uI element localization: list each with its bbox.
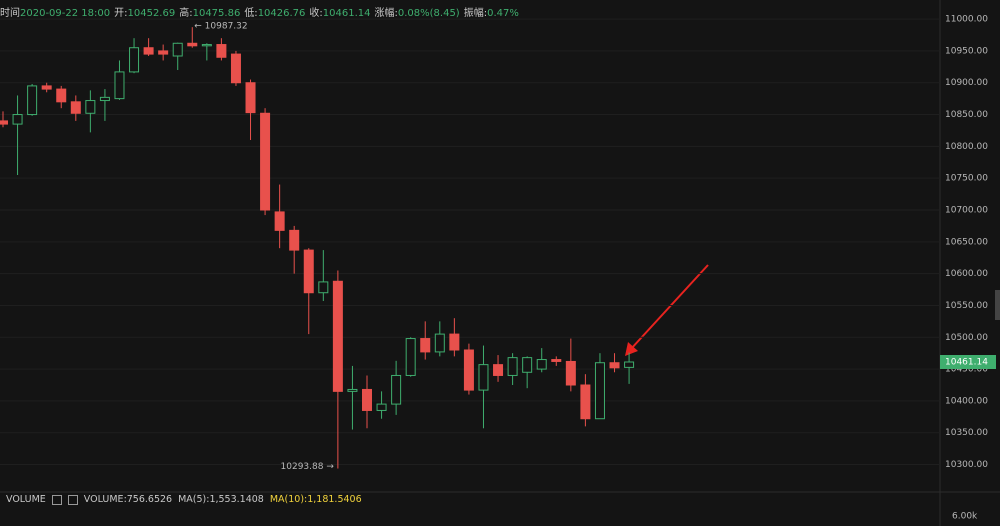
high-annotation: ← 10987.32 [194, 22, 247, 32]
y-tick-label: 10950.00 [945, 46, 988, 56]
header-value: 10475.86 [192, 8, 241, 19]
y-tick-label: 10300.00 [945, 460, 988, 470]
volume-name: VOLUME [6, 494, 46, 505]
arrow-head [625, 342, 638, 356]
y-tick-label: 10650.00 [945, 237, 988, 247]
candle-body [405, 338, 416, 376]
candle-body [114, 71, 125, 100]
header-label: 开: [114, 8, 128, 19]
candle-body [187, 42, 198, 47]
header-label: 涨幅: [374, 8, 398, 19]
arrow [629, 264, 709, 351]
y-tick-label: 10350.00 [945, 428, 988, 438]
header-value: 10461.14 [322, 8, 371, 19]
candle-body [41, 85, 52, 90]
candle-body [172, 42, 183, 57]
header: 时间2020-09-22 18:00 开:10452.69 高:10475.86 低:… [0, 4, 523, 19]
candle-body [551, 359, 562, 362]
candle-body [536, 359, 547, 370]
header-value: 10452.69 [127, 8, 176, 19]
candle-body [580, 384, 591, 420]
candle-body [216, 44, 227, 58]
y-tick-label: 11000.00 [945, 15, 988, 25]
candle-body [230, 53, 241, 84]
header-value: 0.08%(8.45) [397, 8, 460, 19]
candle-body [129, 47, 140, 73]
candle-body [143, 47, 154, 55]
candle-body [70, 101, 81, 114]
candle-body [449, 333, 460, 351]
y-tick-label: 10400.00 [945, 396, 988, 406]
candle-body [289, 229, 300, 251]
close-icon[interactable] [67, 494, 78, 505]
candle-body [0, 120, 8, 125]
candle-body [274, 211, 285, 231]
candle-body [85, 100, 96, 114]
candle-body [245, 82, 256, 114]
header-value: 0.47% [487, 8, 519, 19]
candle-body [434, 333, 445, 353]
candle-body [27, 85, 38, 116]
candle-body [347, 388, 358, 392]
candle-body [332, 280, 343, 392]
y-tick-label: 10750.00 [945, 174, 988, 184]
candle-body [594, 362, 605, 420]
candle-body [463, 349, 474, 391]
candle-body [362, 388, 372, 411]
last-price-tag [940, 355, 996, 370]
header-label: 收: [309, 8, 323, 19]
y-tick-label: 10850.00 [945, 110, 988, 120]
volume-item: MA(10):1,181.5406 [269, 494, 362, 505]
last-price-label: 10461.14 [945, 358, 988, 368]
candle-body [318, 281, 329, 294]
candle-body [565, 360, 576, 386]
candle-body [56, 88, 67, 103]
y-tick-label: 10600.00 [945, 269, 988, 279]
candle-body [624, 361, 635, 368]
low-annotation: 10293.88 → [281, 462, 335, 472]
candle-body [376, 403, 387, 411]
y-tick-label: 10500.00 [945, 333, 988, 343]
candle-body [420, 338, 431, 353]
candle-body [507, 357, 518, 376]
volume-legend: VOLUME VOLUME:756.6526 MA(5):1,553.1408 … [6, 494, 362, 505]
header-value: 2020-09-22 18:00 [20, 8, 111, 19]
candle-body [260, 112, 271, 211]
grid [0, 18, 940, 466]
candle-body [493, 364, 504, 376]
candle-body [99, 96, 110, 102]
header-label: 时间 [0, 8, 20, 19]
y-tick-label: 10900.00 [945, 78, 988, 88]
candle-body [158, 50, 169, 55]
scroll-handle[interactable] [995, 290, 1000, 320]
volume-axis-label: 6.00k [952, 512, 978, 522]
candle-body [478, 364, 489, 391]
header-value: 10426.76 [257, 8, 306, 19]
header-label: 高: [179, 8, 193, 19]
candle-body [303, 249, 314, 294]
y-tick-label: 10550.00 [945, 301, 988, 311]
y-tick-label: 10450.00 [945, 365, 988, 375]
volume-item: VOLUME:756.6526 [83, 494, 173, 505]
candle-body [12, 114, 23, 125]
header-label: 振幅: [463, 8, 488, 19]
y-tick-label: 10800.00 [945, 142, 988, 152]
header-label: 低: [244, 8, 258, 19]
candle-body [522, 357, 533, 373]
settings-icon[interactable] [51, 494, 62, 505]
candle-body [201, 44, 212, 47]
y-tick-label: 10700.00 [945, 206, 988, 216]
candle-body [391, 374, 402, 405]
candle-body [609, 362, 620, 369]
volume-item: MA(5):1,553.1408 [178, 494, 264, 505]
